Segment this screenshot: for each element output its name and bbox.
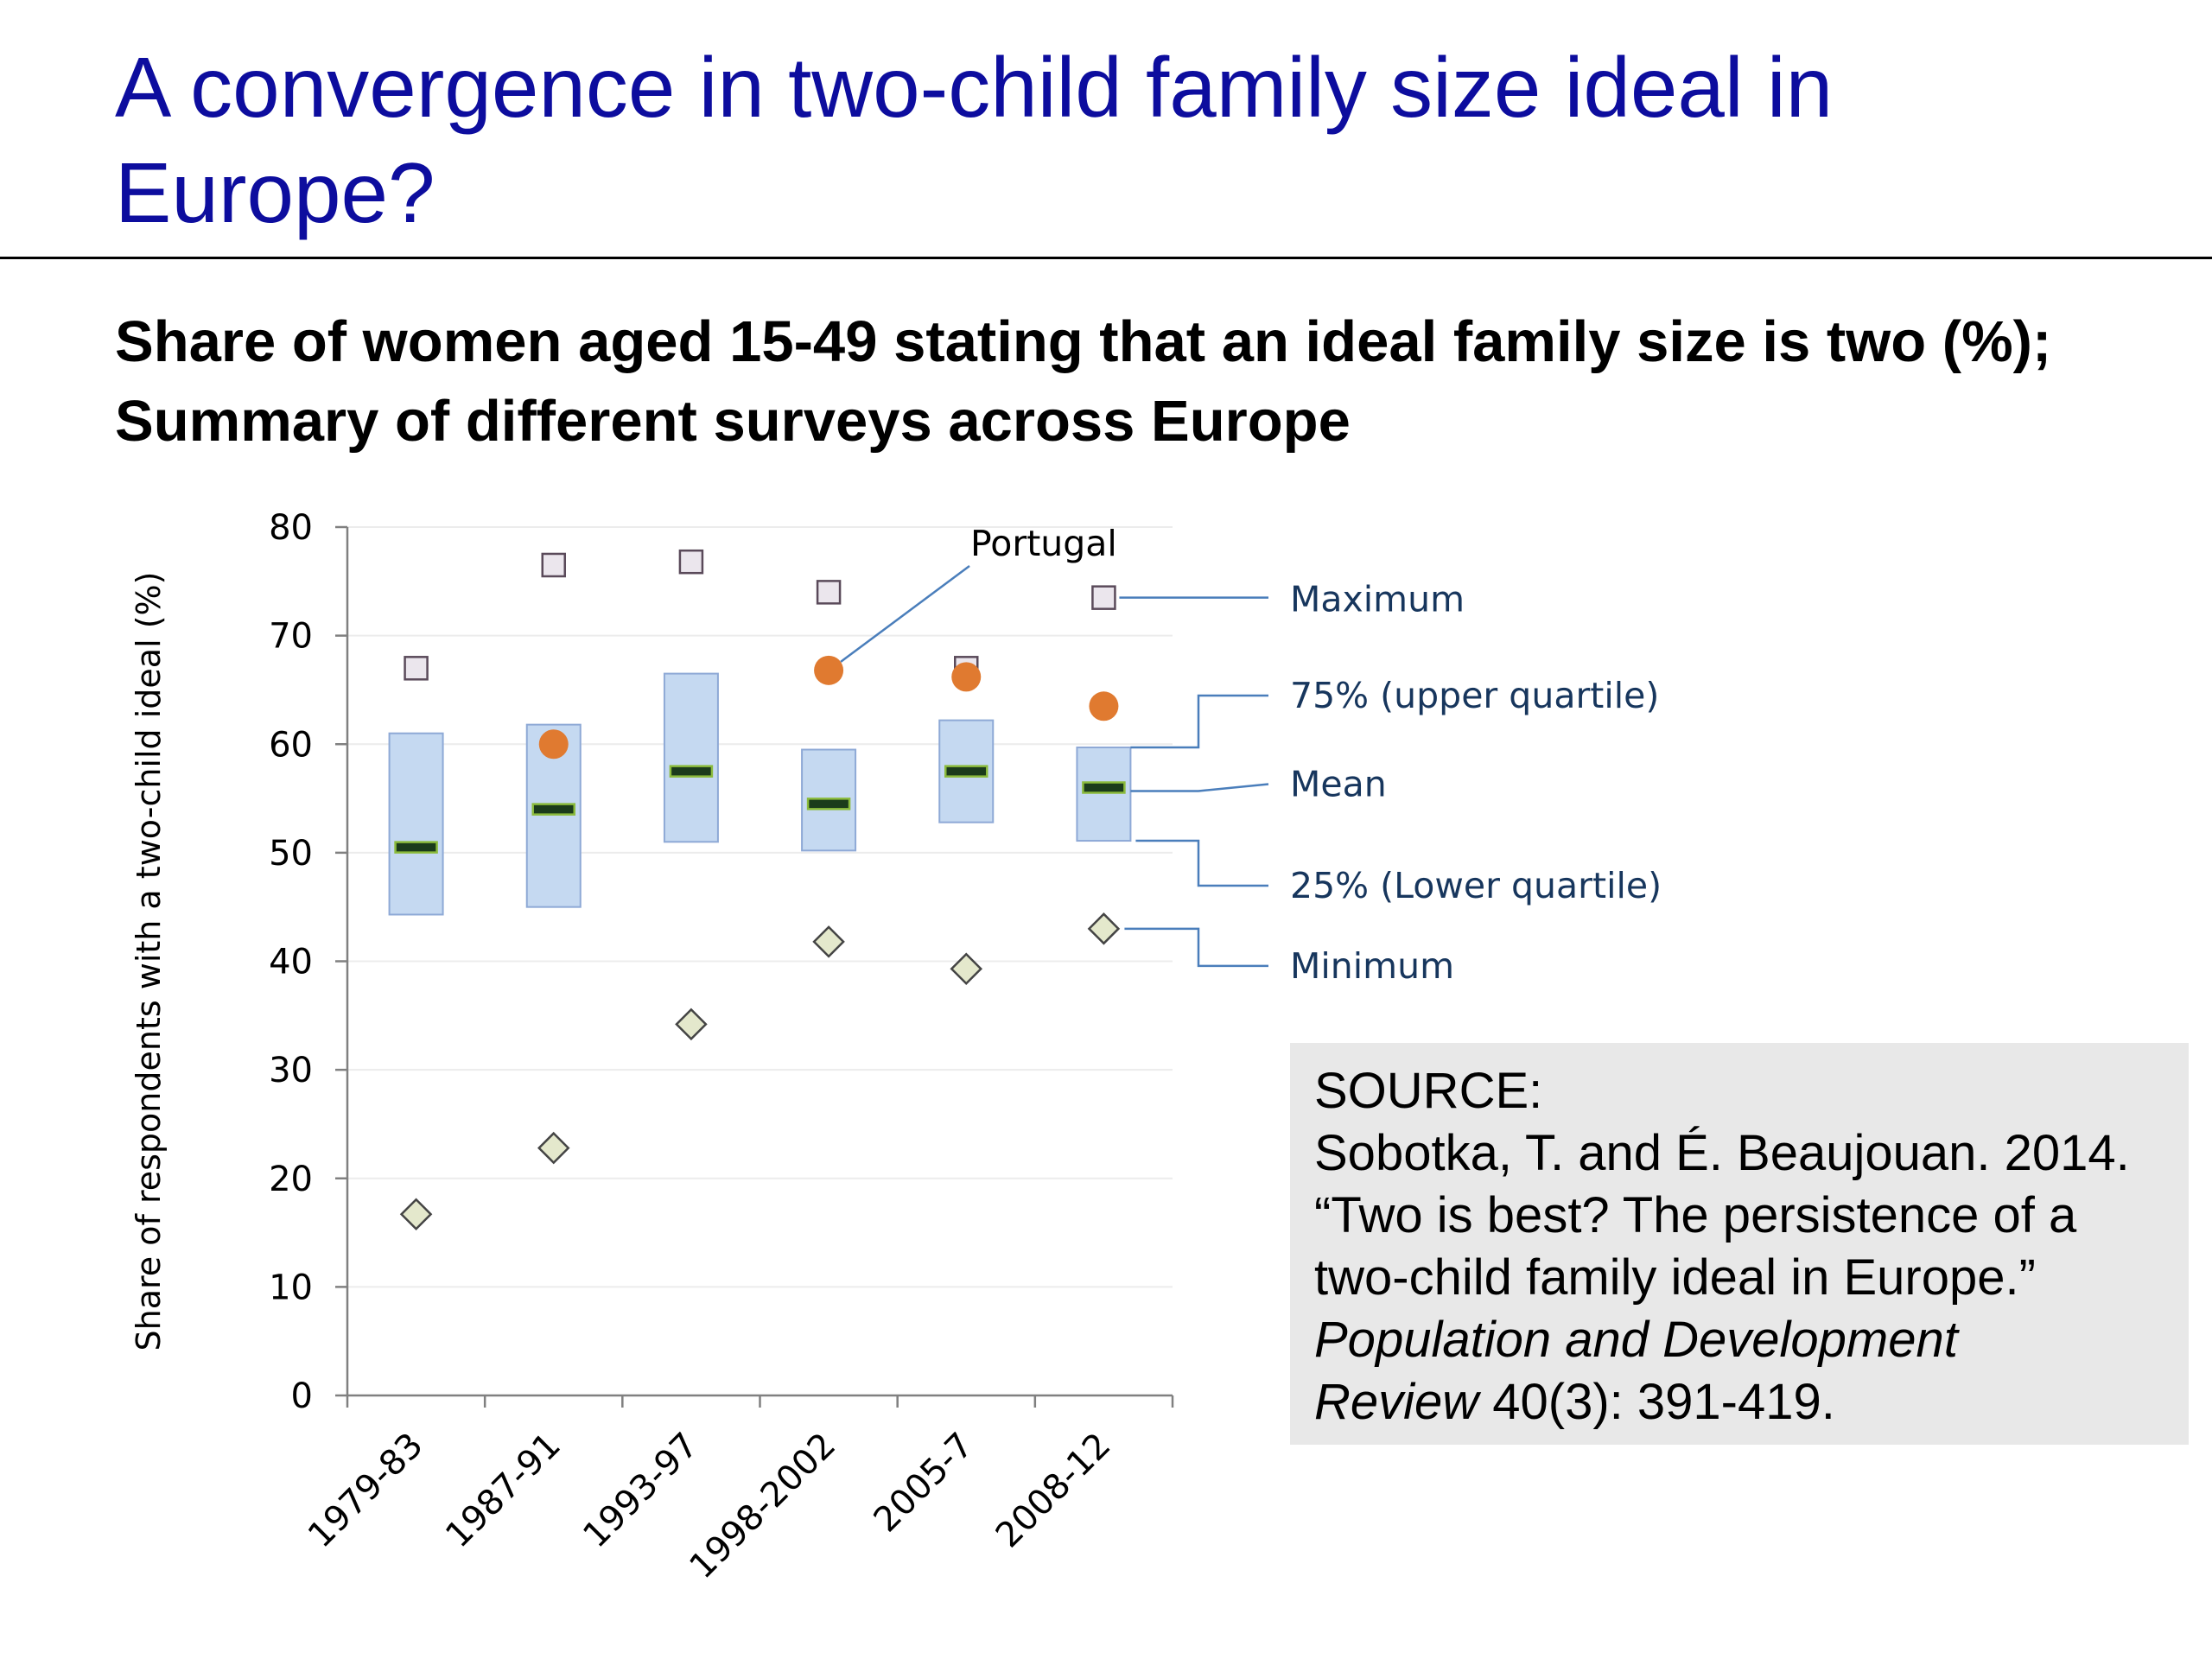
x-tick-label: 1979-83	[301, 1426, 431, 1556]
minimum-callout-line	[1124, 927, 1268, 968]
mean-bar	[806, 798, 851, 810]
quartile-box	[388, 732, 444, 916]
source-volume-pages: 40(3): 391-419.	[1478, 1374, 1835, 1430]
x-tick-label: 1998-2002	[682, 1426, 843, 1587]
source-journal-name: Population and Development	[1314, 1312, 1958, 1368]
x-tick-label: 2005-7	[867, 1426, 982, 1541]
subtitle-line-1: Share of women aged 15-49 stating that a…	[115, 309, 2052, 374]
maximum-marker	[541, 552, 566, 578]
x-tick-label: 1993-97	[575, 1426, 706, 1556]
source-journal-line-1: Population and Development	[1314, 1309, 2189, 1371]
minimum-marker	[537, 1131, 570, 1165]
x-tick-label: 1987-91	[438, 1426, 569, 1556]
y-tick-label: 10	[269, 1268, 313, 1307]
source-label: SOURCE:	[1314, 1063, 1543, 1119]
portugal-label: Portugal	[970, 523, 1117, 564]
minimum-marker	[812, 925, 845, 958]
y-tick-label: 0	[291, 1376, 313, 1416]
axes	[346, 527, 1173, 1397]
mean-bar	[669, 765, 714, 778]
mean-bar	[394, 841, 438, 854]
y-tick-label: 60	[269, 725, 313, 765]
annotation-label-maximum: Maximum	[1290, 579, 1465, 620]
minimum-marker	[1087, 912, 1121, 945]
subtitle-line-2: Summary of different surveys across Euro…	[115, 389, 1351, 454]
portugal-point	[951, 662, 982, 692]
upper-quartile-callout-line	[1130, 694, 1268, 749]
annotation-label-upper_quartile: 75% (upper quartile)	[1290, 675, 1659, 716]
annotation-label-minimum: Minimum	[1290, 945, 1454, 987]
portugal-callout-line	[840, 564, 970, 663]
source-title-line-1: “Two is best? The persistence of a	[1314, 1187, 2077, 1243]
box-chart: 0 10 20 30 40 50 60 70 80 1979-83 1987-91 1993-9719…	[130, 508, 1662, 1587]
quartile-box	[663, 672, 719, 843]
maximum-marker	[1091, 585, 1116, 610]
y-tick-label: 50	[269, 834, 313, 874]
annotation-label-mean: Mean	[1290, 764, 1387, 805]
mean-bar	[531, 803, 575, 816]
chart-annotations: Maximum 75% (upper quartile) Mean 25% (Lowe…	[840, 523, 1662, 987]
chart-marks	[388, 549, 1132, 1230]
y-tick-label: 70	[269, 617, 313, 657]
y-tick-label: 30	[269, 1051, 313, 1090]
portugal-point	[1089, 691, 1119, 721]
slide-subtitle: Share of women aged 15-49 stating that a…	[115, 302, 2171, 461]
portugal-point	[814, 655, 844, 685]
title-divider	[0, 257, 2212, 259]
source-title-line-2: two-child family ideal in Europe.”	[1314, 1249, 2036, 1306]
maximum-marker	[816, 580, 842, 605]
y-tick-label: 40	[269, 943, 313, 982]
minimum-marker	[675, 1007, 708, 1041]
source-journal-name-end: Review	[1314, 1374, 1479, 1430]
mean-bar	[944, 765, 988, 778]
portugal-point	[538, 729, 569, 760]
maximum-marker	[678, 549, 704, 575]
source-citation-box: SOURCE: Sobotka, T. and É. Beaujouan. 20…	[1290, 1043, 2189, 1445]
mean-callout-line	[1130, 783, 1269, 792]
maximum-marker	[404, 656, 429, 681]
lower-quartile-callout-line	[1135, 839, 1268, 887]
mean-bar	[1082, 781, 1126, 794]
minimum-marker	[950, 952, 983, 986]
quartile-box	[1076, 747, 1132, 842]
y-tick-label: 80	[269, 508, 313, 548]
source-authors: Sobotka, T. and É. Beaujouan. 2014.	[1314, 1125, 2130, 1181]
y-axis-title: Share of respondents with a two-child id…	[130, 572, 168, 1351]
x-tick-label: 2008-12	[988, 1426, 1119, 1556]
source-journal-line-2: Review 40(3): 391-419.	[1314, 1371, 2189, 1433]
slide-title: A convergence in two-child family size i…	[115, 40, 1834, 240]
minimum-marker	[399, 1198, 433, 1230]
y-tick-label: 20	[269, 1160, 313, 1199]
annotation-label-lower_quartile: 25% (Lower quartile)	[1290, 865, 1662, 906]
